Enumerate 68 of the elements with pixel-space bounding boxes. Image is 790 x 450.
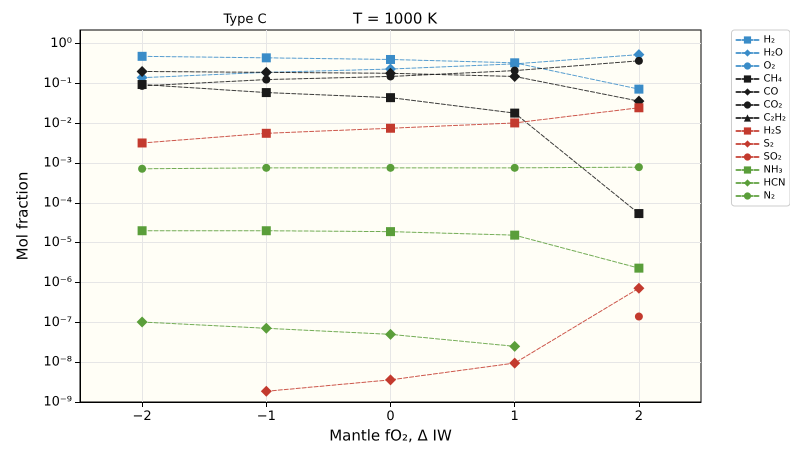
point <box>262 88 271 98</box>
point <box>138 164 146 173</box>
legend-label: H₂ <box>763 34 776 46</box>
point <box>634 103 644 112</box>
legend-label: NH₃ <box>763 164 782 176</box>
point <box>262 128 271 138</box>
point <box>260 386 272 397</box>
point <box>634 56 643 65</box>
legend-label: O₂ <box>763 60 776 72</box>
y-tick-label: 10⁻¹ <box>43 76 72 91</box>
x-tick-label: −2 <box>132 409 152 424</box>
point <box>136 66 148 77</box>
legend-label: H₂S <box>763 126 782 136</box>
point <box>386 164 394 172</box>
point <box>634 84 644 94</box>
x-tick-label: 1 <box>510 409 519 424</box>
legend-label: N₂ <box>763 190 775 202</box>
y-tick-label: 10⁻⁶ <box>43 275 72 290</box>
legend-label: HCN <box>763 178 786 188</box>
point <box>509 340 520 352</box>
point <box>138 226 147 236</box>
point <box>138 52 147 61</box>
point <box>634 209 644 218</box>
point <box>386 54 395 64</box>
point <box>510 118 520 128</box>
point <box>509 358 520 369</box>
y-tick-label: 10⁻⁸ <box>43 354 72 370</box>
point <box>510 230 520 240</box>
point <box>385 374 396 386</box>
y-tick-label: 10⁻⁴ <box>43 195 72 210</box>
legend-label: SO₂ <box>763 152 782 162</box>
y-tick-label: 10⁰ <box>50 36 72 52</box>
point <box>386 124 395 133</box>
chart-subtitle: Type C <box>222 12 267 27</box>
point <box>262 53 271 62</box>
x-tick-label: 0 <box>386 409 395 424</box>
point <box>634 163 643 172</box>
legend-label: C₂H₂ <box>763 112 786 124</box>
point <box>386 227 395 236</box>
legend-label: CO₂ <box>763 100 782 110</box>
point <box>385 328 396 340</box>
point <box>262 76 270 84</box>
legend-label: H₂O <box>763 48 784 58</box>
point <box>510 164 519 172</box>
chart-title: T = 1000 K <box>352 10 438 28</box>
point <box>634 312 643 321</box>
point <box>386 93 395 102</box>
point <box>510 108 520 118</box>
legend-label: CH₄ <box>763 74 782 84</box>
point <box>633 282 644 294</box>
point <box>634 264 644 273</box>
x-tick-label: 2 <box>634 409 644 424</box>
y-tick-label: 10⁻³ <box>43 156 72 171</box>
x-tick-label: −1 <box>256 409 276 424</box>
y-axis-title: Mol fraction <box>14 172 32 260</box>
point <box>138 138 147 148</box>
y-tick-label: 10⁻² <box>43 116 72 131</box>
y-tick-label: 10⁻⁷ <box>43 314 72 330</box>
point <box>510 66 519 75</box>
point <box>262 226 271 236</box>
point <box>260 322 272 334</box>
point <box>262 164 270 172</box>
y-tick-label: 10⁻⁹ <box>43 394 72 410</box>
point <box>136 316 148 328</box>
y-tick-label: 10⁻⁵ <box>43 235 72 250</box>
legend-label: S₂ <box>763 138 774 150</box>
x-axis-title: Mantle fO₂, Δ IW <box>329 426 452 444</box>
legend-label: CO <box>763 86 778 98</box>
